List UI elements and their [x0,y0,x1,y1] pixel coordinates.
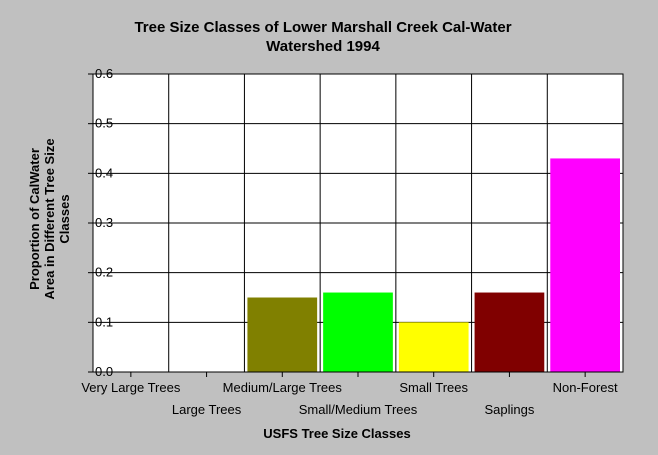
bar-saplings [474,292,545,372]
chart-title-line-1: Tree Size Classes of Lower Marshall Cree… [134,19,511,36]
y-tick-label: 0.5 [95,116,113,131]
x-tick-label: Medium/Large Trees [223,380,343,395]
x-tick-label: Non-Forest [553,380,618,395]
x-tick-label: Saplings [484,402,534,417]
y-tick-label: 0.1 [95,314,113,329]
chart-title-line-2: Watershed 1994 [266,38,380,55]
bar-small-medium-trees [323,292,393,372]
x-tick-label: Large Trees [172,402,242,417]
x-tick-label: Small/Medium Trees [299,402,418,417]
bar-medium-large-trees [247,297,318,372]
y-axis-title-line-2: Area in Different Tree Size [42,138,57,299]
x-tick-label: Small Trees [399,380,468,395]
y-tick-label: 0.2 [95,265,113,280]
y-axis-title-line-3: Classes [57,194,72,243]
y-tick-label: 0.4 [95,165,113,180]
y-tick-label: 0.3 [95,215,113,230]
bar-non-forest [550,158,620,372]
x-tick-label: Very Large Trees [81,380,180,395]
y-axis-title: Proportion of CalWater Area in Different… [27,138,72,299]
bar-small-trees [398,322,469,372]
x-axis-title: USFS Tree Size Classes [263,426,410,441]
y-axis-title-line-1: Proportion of CalWater [27,148,42,290]
